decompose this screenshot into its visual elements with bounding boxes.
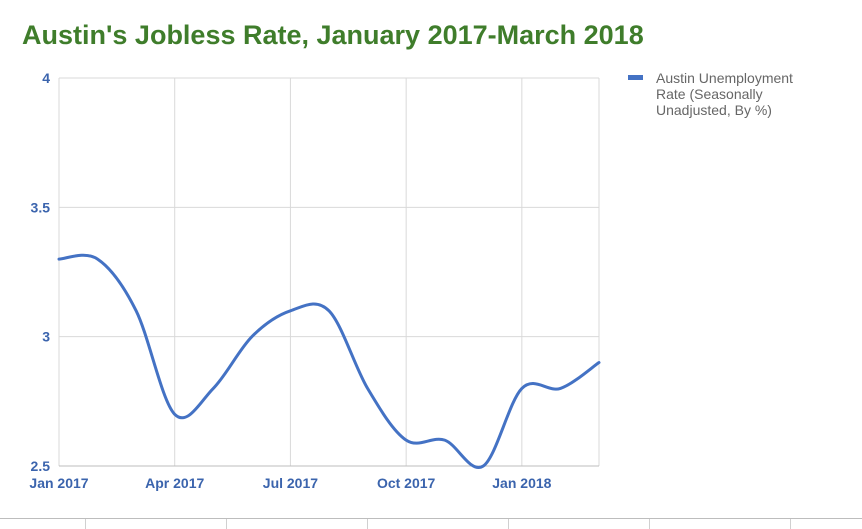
y-tick-label: 2.5: [31, 458, 51, 474]
y-axis-ticks: 4 3.5 3 2.5: [31, 70, 51, 474]
x-tick-label: Jan 2017: [29, 475, 88, 491]
x-axis-ticks: Jan 2017 Apr 2017 Jul 2017 Oct 2017 Jan 2018: [29, 475, 551, 491]
legend-label-line: Rate (Seasonally: [656, 86, 763, 102]
legend-swatch: [628, 75, 643, 80]
y-tick-label: 3: [42, 329, 50, 345]
y-tick-label: 4: [42, 70, 50, 86]
grid: [58, 77, 600, 467]
legend-label-line: Unadjusted, By %): [656, 102, 772, 118]
footer-cell: [509, 519, 650, 529]
line-chart: 4 3.5 3 2.5 Jan 2017 Apr 2017 Jul 2017 Oct 201…: [29, 70, 793, 491]
series-layer: [57, 253, 601, 469]
legend-label-line: Austin Unemployment: [656, 70, 793, 86]
series-line: [57, 253, 601, 469]
legend: Austin Unemployment Rate (Seasonally Unadj…: [628, 70, 793, 118]
x-tick-label: Apr 2017: [145, 475, 204, 491]
x-tick-label: Oct 2017: [377, 475, 436, 491]
x-tick-label: Jul 2017: [263, 475, 318, 491]
footer-cell: [650, 519, 791, 529]
footer-cell: [368, 519, 509, 529]
footer-cell: [227, 519, 368, 529]
legend-label: Austin Unemployment Rate (Seasonally Unadj…: [656, 70, 793, 118]
chart-title: Austin's Jobless Rate, January 2017-Marc…: [22, 20, 644, 50]
footer-cell: [86, 519, 227, 529]
footer-strip: [0, 518, 862, 529]
y-tick-label: 3.5: [31, 199, 51, 215]
footer-cell: [0, 519, 86, 529]
x-tick-label: Jan 2018: [492, 475, 551, 491]
